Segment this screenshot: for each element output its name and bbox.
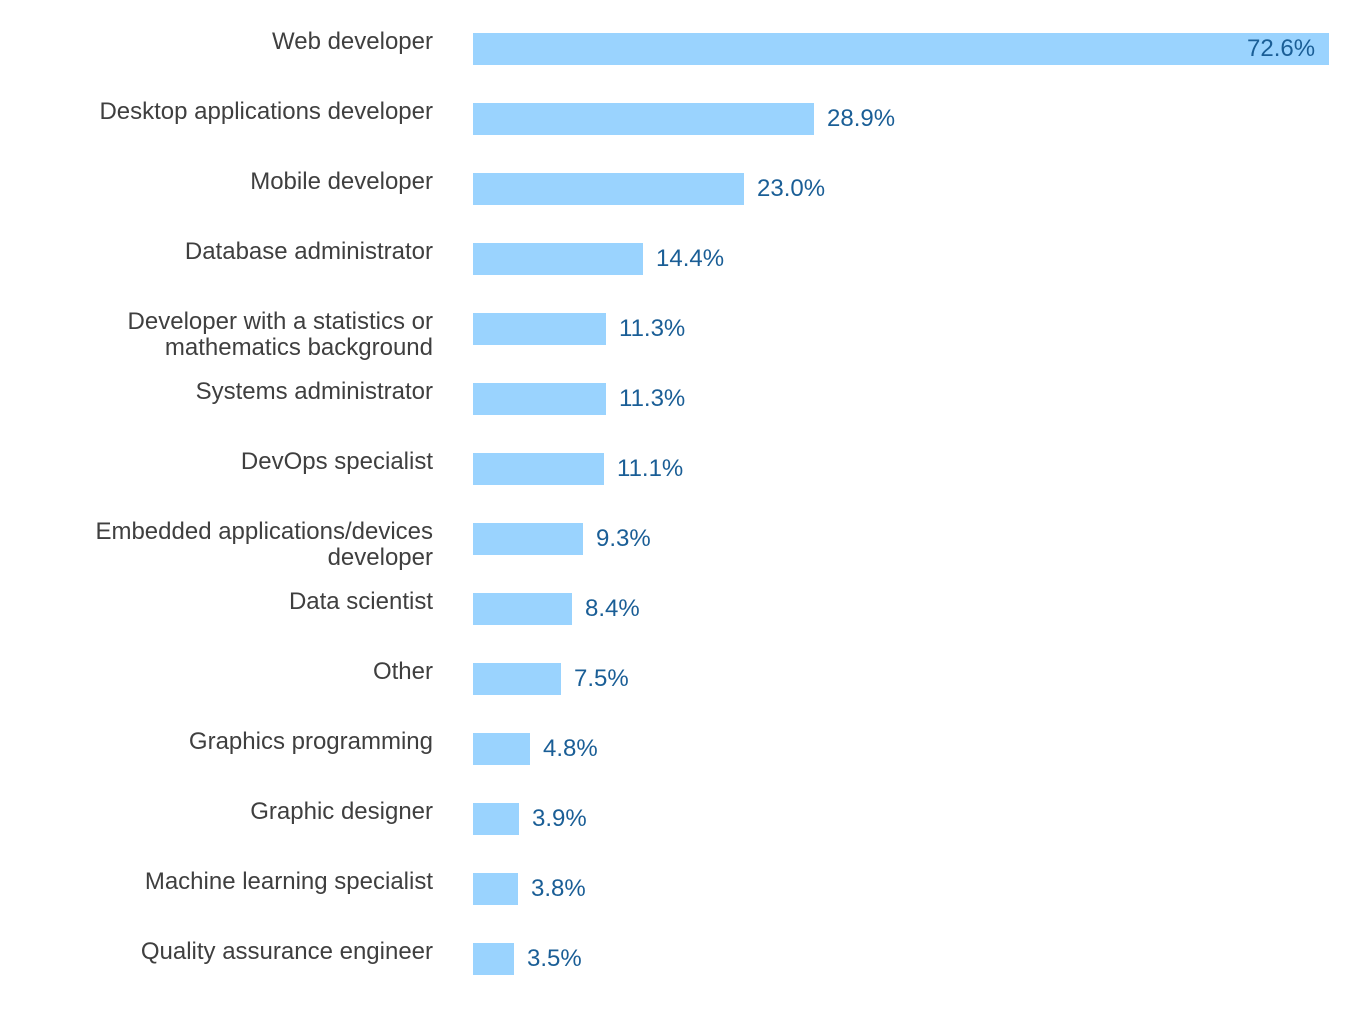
bar [473, 33, 1329, 65]
value-label: 9.3% [596, 525, 651, 552]
value-label: 8.4% [585, 595, 640, 622]
category-label: Embedded applications/devices developer [95, 518, 433, 571]
bar [473, 873, 518, 905]
value-label: 4.8% [543, 735, 598, 762]
value-label: 3.9% [532, 805, 587, 832]
category-label: Web developer [272, 28, 433, 55]
category-label: Database administrator [184, 238, 433, 265]
value-label: 11.3% [619, 315, 686, 342]
bar [473, 453, 604, 485]
bar [473, 523, 583, 555]
value-label: 7.5% [574, 665, 629, 692]
value-label: 23.0% [757, 175, 826, 202]
category-label: Developer with a statistics or mathemati… [127, 308, 433, 361]
value-label: 72.6% [1247, 35, 1316, 62]
bar [473, 803, 519, 835]
category-label: Mobile developer [250, 168, 433, 195]
category-label: Systems administrator [195, 378, 433, 405]
bar [473, 313, 606, 345]
category-label: Desktop applications developer [99, 98, 433, 125]
bar [473, 943, 514, 975]
value-label: 3.8% [531, 875, 586, 902]
value-label: 11.3% [619, 385, 686, 412]
value-label: 3.5% [527, 945, 582, 972]
bar [473, 103, 814, 135]
bar [473, 243, 643, 275]
category-label: Machine learning specialist [144, 868, 433, 895]
category-label: Graphics programming [188, 728, 433, 755]
category-label: Data scientist [288, 588, 433, 615]
category-label: Graphic designer [250, 798, 433, 825]
bar [473, 663, 561, 695]
value-label: 28.9% [827, 105, 896, 132]
bar [473, 383, 606, 415]
category-label: Quality assurance engineer [140, 938, 433, 965]
bar [473, 173, 744, 205]
category-label: Other [372, 658, 433, 685]
bar [473, 593, 572, 625]
value-label: 11.1% [617, 455, 684, 482]
category-label: DevOps specialist [240, 448, 433, 475]
bar [473, 733, 530, 765]
value-label: 14.4% [656, 245, 725, 272]
